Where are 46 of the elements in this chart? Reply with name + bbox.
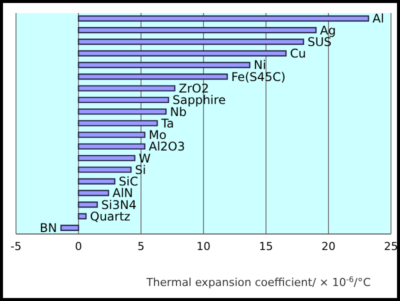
bar xyxy=(78,27,317,34)
bar xyxy=(78,154,136,162)
y-tick-label: W xyxy=(138,151,151,166)
bar xyxy=(60,224,80,231)
y-tick-label: Ta xyxy=(160,116,174,130)
x-axis-title: Thermal expansion coefficient/ × 10$^{-6}$/°C xyxy=(145,274,372,289)
bar xyxy=(78,85,176,92)
y-tick-label: Al2O3 xyxy=(148,140,186,154)
bar xyxy=(78,38,304,45)
y-tick-label: SUS xyxy=(308,34,332,49)
y-tick-label: Quartz xyxy=(90,209,130,224)
x-tick-label: 15 xyxy=(259,240,273,253)
bar xyxy=(78,132,146,138)
bar xyxy=(78,178,116,184)
x-tick-label: 0 xyxy=(75,240,82,253)
y-tick-label: Ni xyxy=(254,58,266,72)
y-tick-label: Nb xyxy=(170,104,187,119)
y-tick-label: Al xyxy=(372,12,384,26)
x-tick-label: 20 xyxy=(322,240,336,253)
y-tick-label: Mo xyxy=(148,128,166,142)
bar xyxy=(78,108,167,115)
y-tick-label: SiC xyxy=(118,174,138,189)
bar xyxy=(78,96,170,104)
x-tick-label: 5 xyxy=(138,240,144,253)
bar xyxy=(78,202,98,208)
bar xyxy=(78,50,287,56)
bar xyxy=(78,62,250,68)
bar xyxy=(78,74,228,80)
x-tick-label: -5 xyxy=(10,240,22,253)
y-tick-label: Fe(S45C) xyxy=(231,70,286,84)
bar xyxy=(78,143,146,150)
y-tick-label: ZrO2 xyxy=(178,81,209,96)
x-tick-label: 10 xyxy=(196,240,210,253)
y-tick-label: Ag xyxy=(320,23,336,38)
bar xyxy=(78,15,370,22)
x-tick-label: 25 xyxy=(384,240,398,253)
bar xyxy=(78,120,158,126)
bar xyxy=(78,166,132,173)
y-tick-label: Cu xyxy=(290,46,306,61)
y-tick-label: Sapphire xyxy=(172,93,226,108)
y-tick-label: Si3N4 xyxy=(101,198,136,212)
bar xyxy=(78,190,110,196)
y-tick-label: BN xyxy=(40,221,57,236)
bar xyxy=(78,213,87,220)
y-tick-label: AlN xyxy=(112,186,134,200)
y-tick-label: Si xyxy=(135,162,146,177)
